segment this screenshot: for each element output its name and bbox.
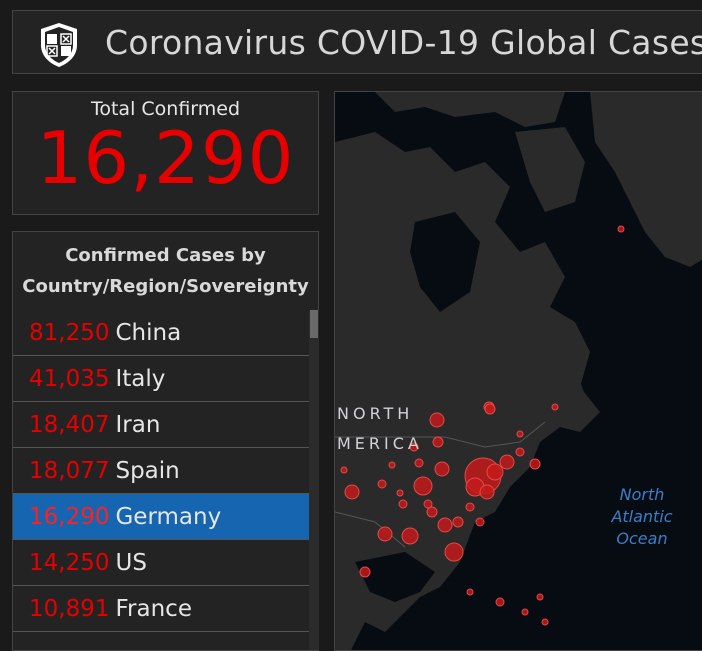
case-marker[interactable] <box>377 479 387 489</box>
case-marker[interactable] <box>486 463 504 481</box>
country-name: France <box>115 596 192 622</box>
case-marker[interactable] <box>465 502 475 512</box>
case-marker[interactable] <box>409 442 419 452</box>
case-marker[interactable] <box>377 526 393 542</box>
country-list-title-line2: Country/Region/Sovereignty <box>22 276 309 297</box>
country-count: 18,077 <box>29 458 110 484</box>
map-canvas[interactable] <box>335 92 702 651</box>
case-marker[interactable] <box>515 447 525 457</box>
case-marker[interactable] <box>475 517 485 527</box>
country-name: Iran <box>115 412 161 438</box>
country-list-panel: Confirmed Cases by Country/Region/Sovere… <box>12 231 319 651</box>
case-marker[interactable] <box>452 516 464 528</box>
land-north-america <box>335 132 600 650</box>
country-count: 14,250 <box>29 550 110 576</box>
case-marker[interactable] <box>429 412 445 428</box>
case-marker[interactable] <box>529 458 541 470</box>
case-marker[interactable] <box>495 597 505 607</box>
case-marker[interactable] <box>444 542 464 562</box>
map-label-north: NORTH <box>337 404 414 423</box>
total-confirmed-label: Total Confirmed <box>90 98 241 120</box>
scrollbar-thumb[interactable] <box>310 310 318 338</box>
us-mexico-border <box>335 511 406 548</box>
map-label-north-atlantic-ocean: North Atlantic Ocean <box>597 484 687 550</box>
case-marker[interactable] <box>479 484 495 500</box>
cases-map[interactable]: NORTH MERICA North Atlantic Ocean <box>334 91 702 651</box>
case-marker[interactable] <box>437 517 453 533</box>
case-marker[interactable] <box>551 403 559 411</box>
case-marker[interactable] <box>388 461 396 469</box>
case-marker[interactable] <box>484 403 496 415</box>
case-marker[interactable] <box>398 499 408 509</box>
page-title: Coronavirus COVID-19 Global Cases <box>105 23 702 62</box>
case-marker[interactable] <box>432 436 444 448</box>
country-row-germany[interactable]: 16,290 Germany <box>13 494 309 540</box>
country-name: Spain <box>115 458 180 484</box>
country-row-italy[interactable]: 41,035 Italy <box>13 356 309 402</box>
case-marker[interactable] <box>536 593 544 601</box>
hudson-bay <box>410 212 480 312</box>
country-list-scrollbar[interactable] <box>309 310 319 650</box>
case-markers[interactable] <box>340 225 625 626</box>
country-list-title-line1: Confirmed Cases by <box>65 245 266 266</box>
case-marker[interactable] <box>359 566 371 578</box>
country-name: Germany <box>115 504 222 530</box>
total-confirmed-value: 16,290 <box>36 116 295 200</box>
university-shield-icon <box>41 23 77 67</box>
ocean-label-line2: Atlantic <box>611 507 673 526</box>
country-count: 41,035 <box>29 366 110 392</box>
case-marker[interactable] <box>434 461 450 477</box>
country-list: 81,250 China 41,035 Italy 18,407 Iran 18,07… <box>13 310 309 632</box>
case-marker[interactable] <box>541 618 549 626</box>
case-marker[interactable] <box>344 484 360 500</box>
ocean-label-line1: North <box>619 485 665 504</box>
case-marker[interactable] <box>413 476 433 496</box>
country-row-china[interactable]: 81,250 China <box>13 310 309 356</box>
land-greenland <box>590 92 702 267</box>
country-count: 10,891 <box>29 596 110 622</box>
ocean-label-line3: Ocean <box>616 529 668 548</box>
country-name: China <box>115 320 182 346</box>
land-baffin <box>515 127 585 212</box>
country-row-us[interactable]: 14,250 US <box>13 540 309 586</box>
case-marker[interactable] <box>499 454 515 470</box>
country-count: 16,290 <box>29 504 110 530</box>
dashboard-header: Coronavirus COVID-19 Global Cases <box>12 10 702 74</box>
country-count: 18,407 <box>29 412 110 438</box>
case-marker[interactable] <box>423 499 433 509</box>
gulf-of-mexico <box>355 552 435 602</box>
country-row-iran[interactable]: 18,407 Iran <box>13 402 309 448</box>
case-marker[interactable] <box>396 489 404 497</box>
country-list-title: Confirmed Cases by Country/Region/Sovere… <box>13 232 318 310</box>
land-arctic-islands <box>375 92 565 127</box>
land-newfoundland <box>550 382 590 417</box>
country-name: Italy <box>115 366 166 392</box>
case-marker[interactable] <box>516 430 524 438</box>
case-marker[interactable] <box>340 466 348 474</box>
country-row-spain[interactable]: 18,077 Spain <box>13 448 309 494</box>
total-confirmed-panel: Total Confirmed 16,290 <box>12 91 319 215</box>
country-count: 81,250 <box>29 320 110 346</box>
case-marker[interactable] <box>617 225 625 233</box>
case-marker[interactable] <box>426 506 438 518</box>
country-name: US <box>115 550 147 576</box>
case-marker[interactable] <box>401 527 419 545</box>
country-row-france[interactable]: 10,891 France <box>13 586 309 632</box>
case-marker[interactable] <box>466 588 474 596</box>
case-marker[interactable] <box>414 458 424 468</box>
map-label-america: MERICA <box>337 434 423 453</box>
us-canada-border <box>335 421 546 448</box>
case-marker[interactable] <box>521 608 529 616</box>
